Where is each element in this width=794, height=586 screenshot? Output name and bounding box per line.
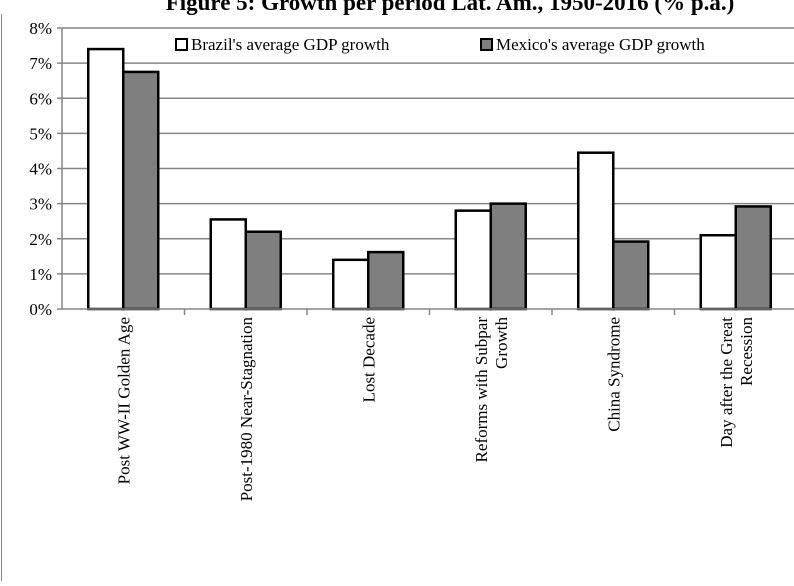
x-tick-label-line: China Syndrome (604, 317, 623, 432)
y-tick-label: 1% (29, 265, 52, 284)
y-tick-label: 3% (29, 195, 52, 214)
x-tick-label: Reforms with Subpar Growth (472, 317, 511, 463)
y-tick-label: 5% (29, 124, 52, 143)
y-tick-label: 0% (29, 300, 52, 319)
bar-brazil (87, 47, 125, 311)
x-tick-label-line: Reforms with Subpar (472, 317, 491, 463)
x-tick-label-line: Day after the Great (717, 317, 736, 448)
chart-title: Figure 5: Growth per period Lat. Am., 19… (166, 0, 735, 15)
x-tick-label: Post WW-II Golden Age (114, 317, 133, 484)
bar-brazil (454, 209, 492, 311)
bar-brazil (577, 151, 615, 311)
bar-mexico (489, 202, 527, 311)
x-tick-label-line: Post-1980 Near-Stagnation (237, 317, 256, 502)
bar-mexico (612, 240, 650, 311)
gridlines (62, 27, 794, 275)
y-tick-label: 6% (29, 89, 52, 108)
x-tick-label: Day after the Great Recession (717, 317, 756, 448)
legend-label: Brazil's average GDP growth (191, 35, 390, 54)
bar-mexico (244, 230, 282, 311)
y-tick-label: 8% (29, 19, 52, 38)
bars (87, 47, 772, 311)
y-tick-label: 2% (29, 230, 52, 249)
x-tick-label-line: Recession (737, 317, 756, 386)
x-tick-label-line: Lost Decade (359, 317, 378, 402)
x-tick-label: China Syndrome (604, 317, 623, 432)
bar-brazil (209, 218, 247, 311)
legend-swatch (175, 38, 188, 51)
legend: Brazil's average GDP growth Mexico's aver… (175, 35, 705, 54)
legend-swatch (480, 38, 493, 51)
axes: 0% 1% 2% 3% 4% 5% 6% 7% 8% Post WW-II Golden Age P… (29, 19, 794, 501)
bar-brazil (332, 258, 370, 311)
legend-label: Mexico's average GDP growth (496, 35, 705, 54)
y-tick-label: 7% (29, 54, 52, 73)
x-tick-label: Post-1980 Near-Stagnation (237, 317, 256, 502)
bar-mexico (367, 250, 405, 311)
bar-mexico (122, 70, 160, 311)
x-tick-label-line: Post WW-II Golden Age (114, 317, 133, 484)
y-tick-label: 4% (29, 160, 52, 179)
x-tick-label-line: Growth (492, 317, 511, 369)
bar-mexico (734, 205, 772, 311)
x-tick-label: Lost Decade (359, 317, 378, 402)
bar-brazil (699, 233, 737, 311)
